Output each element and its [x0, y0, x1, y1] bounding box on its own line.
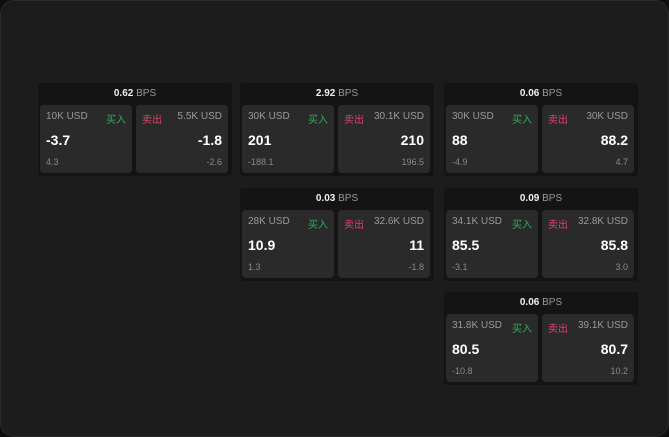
- sell-label: 卖出: [142, 115, 162, 126]
- buy-size: 10K USD: [46, 111, 88, 122]
- spread-unit: BPS: [136, 88, 157, 99]
- spread-header: 0.06 BPS: [444, 292, 638, 313]
- spread-header: 0.03 BPS: [240, 188, 434, 209]
- sell-size: 5.5K USD: [177, 111, 222, 122]
- buy-size: 30K USD: [248, 111, 290, 122]
- sell-change: -2.6: [206, 157, 222, 167]
- buy-size: 28K USD: [248, 216, 290, 227]
- sell-quote[interactable]: 卖出 32.6K USD 11 -1.8: [338, 210, 430, 278]
- quote-card: 0.06 BPS 31.8K USD 买入 80.5 -10.8 卖出 39.1K …: [444, 292, 638, 385]
- sell-price: 11: [409, 237, 424, 253]
- sell-price: -1.8: [197, 132, 222, 148]
- spread-unit: BPS: [542, 193, 563, 204]
- spread-unit: BPS: [338, 88, 359, 99]
- buy-change: -188.1: [248, 157, 274, 167]
- buy-label: 买入: [308, 115, 328, 126]
- spread-unit: BPS: [542, 297, 563, 308]
- sell-label: 卖出: [344, 220, 364, 231]
- spread-unit: BPS: [542, 88, 563, 99]
- buy-price: 201: [248, 132, 272, 148]
- buy-label: 买入: [106, 115, 126, 126]
- quote-card: 0.62 BPS 10K USD 买入 -3.7 4.3 卖出 5.5K USD -…: [38, 83, 232, 176]
- sell-change: 196.5: [401, 157, 424, 167]
- sell-quote[interactable]: 卖出 30.1K USD 210 196.5: [338, 105, 430, 173]
- quote-card: 0.03 BPS 28K USD 买入 10.9 1.3 卖出 32.6K USD …: [240, 188, 434, 281]
- buy-quote[interactable]: 28K USD 买入 10.9 1.3: [242, 210, 334, 278]
- sell-label: 卖出: [548, 115, 568, 126]
- sell-label: 卖出: [344, 115, 364, 126]
- buy-quote[interactable]: 10K USD 买入 -3.7 4.3: [40, 105, 132, 173]
- sell-size: 30.1K USD: [373, 111, 424, 122]
- sell-price: 85.8: [600, 237, 628, 253]
- buy-change: 4.3: [46, 157, 59, 167]
- sell-quote[interactable]: 卖出 32.8K USD 85.8 3.0: [542, 210, 634, 278]
- buy-change: -4.9: [452, 157, 468, 167]
- spread-unit: BPS: [338, 193, 359, 204]
- buy-change: 1.3: [248, 262, 261, 272]
- buy-quote[interactable]: 34.1K USD 买入 85.5 -3.1: [446, 210, 538, 278]
- sell-label: 卖出: [548, 324, 568, 335]
- sell-size: 39.1K USD: [577, 320, 628, 331]
- buy-label: 买入: [512, 115, 532, 126]
- sell-change: 10.2: [610, 366, 628, 376]
- buy-quote[interactable]: 31.8K USD 买入 80.5 -10.8: [446, 314, 538, 382]
- sell-price: 88.2: [600, 132, 628, 148]
- quote-card: 0.09 BPS 34.1K USD 买入 85.5 -3.1 卖出 32.8K U…: [444, 188, 638, 281]
- buy-price: 10.9: [248, 237, 276, 253]
- quote-card: 0.06 BPS 30K USD 买入 88 -4.9 卖出 30K USD 88.…: [444, 83, 638, 176]
- buy-size: 34.1K USD: [452, 216, 503, 227]
- buy-change: -10.8: [452, 366, 473, 376]
- buy-label: 买入: [512, 324, 532, 335]
- buy-size: 30K USD: [452, 111, 494, 122]
- sell-size: 32.6K USD: [373, 216, 424, 227]
- buy-change: -3.1: [452, 262, 468, 272]
- buy-price: 88: [452, 132, 468, 148]
- buy-price: 80.5: [452, 341, 480, 357]
- buy-quote[interactable]: 30K USD 买入 88 -4.9: [446, 105, 538, 173]
- sell-size: 32.8K USD: [577, 216, 628, 227]
- sell-change: 4.7: [615, 157, 628, 167]
- buy-price: -3.7: [46, 132, 71, 148]
- sell-quote[interactable]: 卖出 5.5K USD -1.8 -2.6: [136, 105, 228, 173]
- buy-price: 85.5: [452, 237, 480, 253]
- spread-header: 0.09 BPS: [444, 188, 638, 209]
- sell-change: 3.0: [615, 262, 628, 272]
- buy-label: 买入: [308, 220, 328, 231]
- spread-header: 0.06 BPS: [444, 83, 638, 104]
- spread-header: 0.62 BPS: [38, 83, 232, 104]
- spread-value: 0.09: [519, 193, 540, 204]
- buy-label: 买入: [512, 220, 532, 231]
- sell-size: 30K USD: [586, 111, 628, 122]
- buy-size: 31.8K USD: [452, 320, 503, 331]
- spread-value: 0.03: [315, 193, 336, 204]
- spread-header: 2.92 BPS: [240, 83, 434, 104]
- sell-quote[interactable]: 卖出 39.1K USD 80.7 10.2: [542, 314, 634, 382]
- quote-card: 2.92 BPS 30K USD 买入 201 -188.1 卖出 30.1K US…: [240, 83, 434, 176]
- spread-value: 2.92: [315, 88, 336, 99]
- spread-value: 0.06: [519, 88, 540, 99]
- buy-quote[interactable]: 30K USD 买入 201 -188.1: [242, 105, 334, 173]
- spread-value: 0.62: [113, 88, 134, 99]
- spread-value: 0.06: [519, 297, 540, 308]
- sell-change: -1.8: [408, 262, 424, 272]
- sell-price: 80.7: [600, 341, 628, 357]
- sell-quote[interactable]: 卖出 30K USD 88.2 4.7: [542, 105, 634, 173]
- sell-price: 210: [400, 132, 424, 148]
- sell-label: 卖出: [548, 220, 568, 231]
